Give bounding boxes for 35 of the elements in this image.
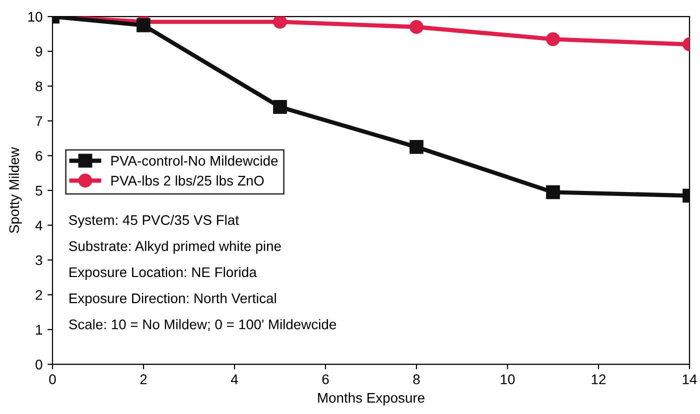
- x-tick-label: 10: [500, 374, 515, 384]
- y-tick-label: 8: [36, 81, 42, 92]
- annotation: Exposure Location: NE Florida: [70, 266, 257, 280]
- annotation: Exposure Direction: North Vertical: [70, 293, 276, 306]
- annotation: System: 45 PVC/35 VS Flat: [69, 214, 239, 228]
- y-tick-label: 2: [36, 290, 42, 300]
- x-tick-label: 14: [682, 374, 697, 384]
- y-tick-label: 9: [36, 46, 42, 57]
- x-tick-label: 12: [592, 374, 606, 384]
- x-tick-label: 2: [140, 374, 147, 384]
- y-tick-label: 7: [36, 116, 42, 126]
- y-tick-label: 0: [36, 360, 42, 370]
- annotation: Substrate: Alkyd primed white pine: [69, 240, 281, 254]
- legend-label: PVA-control-No Mildewcide: [111, 156, 278, 166]
- x-axis-title: Months Exposure: [318, 392, 424, 406]
- x-tick-label: 0: [49, 374, 56, 384]
- point: [273, 16, 287, 29]
- x-tick-label: 6: [322, 374, 329, 384]
- point: [136, 18, 150, 32]
- legend-label: PVA-lbs 2 lbs/25 lbs ZnO: [111, 175, 264, 186]
- y-axis-title: Spotty Mildew: [8, 147, 22, 234]
- point: [410, 20, 424, 34]
- point: [546, 32, 560, 46]
- y-tick-label: 1: [36, 325, 42, 335]
- point: [546, 185, 560, 200]
- point: [410, 140, 424, 154]
- y-tick-label: 10: [28, 12, 42, 22]
- y-tick-label: 6: [36, 151, 42, 161]
- y-tick-label: 5: [36, 186, 42, 196]
- annotation: Scale: 10 = No Mildew; 0 = 100' Mildewcide: [69, 319, 336, 331]
- x-tick-label: 4: [230, 374, 238, 384]
- x-tick-label: 8: [413, 374, 420, 384]
- y-tick-label: 3: [36, 255, 42, 266]
- point: [273, 100, 287, 114]
- y-tick-label: 4: [35, 220, 42, 230]
